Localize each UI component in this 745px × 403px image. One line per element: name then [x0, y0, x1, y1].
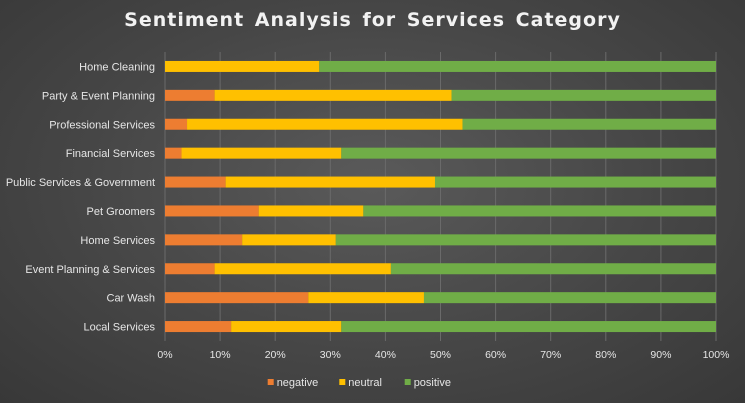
bar-positive-4	[434, 176, 716, 188]
legend-label-neutral: neutral	[348, 377, 382, 389]
legend-swatch-neutral	[339, 379, 346, 385]
category-label-3: Financial Services	[66, 148, 156, 160]
bar-negative-9	[165, 321, 232, 333]
legend-swatch-negative	[267, 379, 274, 385]
bar-neutral-1	[214, 89, 452, 101]
x-tick-label-3: 30%	[320, 349, 341, 361]
bar-negative-6	[165, 234, 243, 246]
x-tick-label-10: 100%	[703, 349, 730, 361]
category-label-0: Home Cleaning	[79, 61, 155, 73]
bar-neutral-6	[242, 234, 336, 246]
bar-negative-8	[165, 292, 309, 304]
bar-positive-7	[390, 263, 716, 275]
x-tick-label-6: 60%	[485, 349, 506, 361]
bar-positive-5	[363, 205, 716, 217]
bar-positive-1	[451, 89, 716, 101]
x-tick-label-4: 40%	[375, 349, 396, 361]
x-tick-label-0: 0%	[157, 349, 172, 361]
category-label-1: Party & Event Planning	[42, 90, 155, 102]
legend-label-positive: positive	[414, 377, 451, 389]
category-label-8: Car Wash	[107, 293, 156, 305]
x-tick-label-8: 80%	[595, 349, 616, 361]
bar-neutral-0	[165, 60, 320, 72]
category-label-5: Pet Groomers	[87, 206, 156, 218]
legend-label-negative: negative	[277, 377, 319, 389]
x-tick-label-7: 70%	[540, 349, 561, 361]
bar-positive-2	[462, 118, 716, 130]
bar-positive-8	[423, 292, 716, 304]
category-label-7: Event Planning & Services	[25, 264, 155, 276]
category-label-6: Home Services	[80, 235, 155, 247]
x-tick-label-1: 10%	[210, 349, 231, 361]
legend-swatch-positive	[404, 379, 411, 385]
bar-positive-0	[319, 60, 716, 72]
bar-neutral-4	[225, 176, 435, 188]
category-label-4: Public Services & Government	[6, 177, 155, 189]
x-tick-label-5: 50%	[430, 349, 451, 361]
x-tick-label-2: 20%	[265, 349, 286, 361]
bar-negative-7	[165, 263, 215, 275]
bar-neutral-9	[231, 321, 342, 333]
bar-neutral-7	[214, 263, 391, 275]
x-tick-label-9: 90%	[650, 349, 671, 361]
bar-negative-3	[165, 147, 182, 159]
bar-positive-6	[335, 234, 716, 246]
chart-title: Sentiment Analysis for Services Category	[124, 9, 621, 31]
bar-neutral-8	[308, 292, 424, 304]
bar-neutral-5	[258, 205, 364, 217]
bar-negative-1	[165, 89, 215, 101]
bar-positive-9	[341, 321, 716, 333]
bar-neutral-3	[181, 147, 342, 159]
bar-negative-4	[165, 176, 226, 188]
bar-positive-3	[341, 147, 716, 159]
bar-negative-5	[165, 205, 259, 217]
bar-neutral-2	[187, 118, 463, 130]
category-label-2: Professional Services	[49, 119, 155, 131]
bar-negative-2	[165, 118, 188, 130]
category-label-9: Local Services	[83, 322, 155, 334]
